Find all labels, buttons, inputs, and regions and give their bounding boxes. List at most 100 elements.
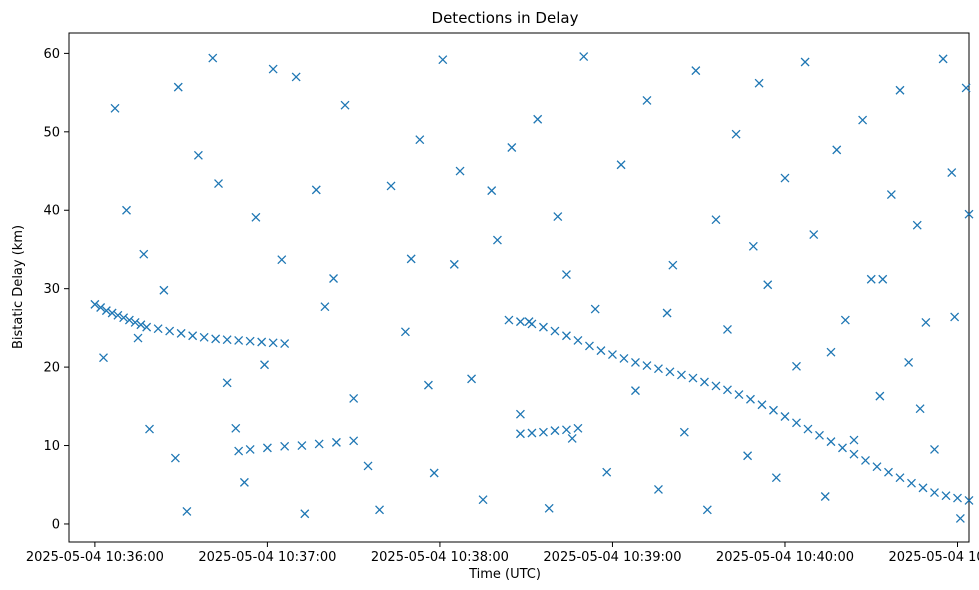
y-axis-label: Bistatic Delay (km) <box>11 225 26 349</box>
data-point-marker <box>188 331 198 341</box>
data-point-marker <box>561 425 571 435</box>
data-point-marker <box>763 280 773 290</box>
y-tick-label: 50 <box>43 125 60 140</box>
data-point-marker <box>748 241 758 251</box>
data-point-marker <box>478 495 488 505</box>
data-point-marker <box>941 491 951 501</box>
data-point-marker <box>665 367 675 377</box>
data-point-marker <box>619 354 629 363</box>
data-point-marker <box>234 335 244 345</box>
data-point-marker <box>677 370 686 380</box>
data-point-marker <box>955 514 965 523</box>
data-point-marker <box>953 493 962 503</box>
data-point-marker <box>930 488 939 498</box>
x-tick-label: 2025-05-04 10:41:00 <box>888 550 979 565</box>
data-point-marker <box>165 326 175 336</box>
data-point-marker <box>904 357 914 367</box>
data-point-marker <box>438 55 448 65</box>
data-point-marker <box>487 186 497 196</box>
data-point-marker <box>320 302 330 312</box>
data-point-marker <box>918 483 928 493</box>
data-point-marker <box>515 409 525 419</box>
data-point-marker <box>907 478 916 488</box>
data-point-marker <box>642 95 652 105</box>
data-point-marker <box>142 322 152 332</box>
data-point-marker <box>193 150 203 160</box>
data-point-marker <box>849 449 859 459</box>
data-point-marker <box>375 505 385 515</box>
y-tick-label: 20 <box>43 361 60 376</box>
data-point-marker <box>245 336 255 346</box>
data-point-marker <box>538 427 548 437</box>
chart-title: Detections in Delay <box>432 9 579 27</box>
data-point-marker <box>573 335 583 345</box>
data-point-marker <box>757 400 767 410</box>
data-point-marker <box>826 347 836 357</box>
data-point-marker <box>113 310 123 320</box>
data-point-marker <box>124 315 134 325</box>
data-point-marker <box>222 378 232 388</box>
data-point-marker <box>688 373 698 383</box>
data-point-marker <box>119 313 129 323</box>
data-point-marker <box>746 394 755 404</box>
data-point-marker <box>653 484 663 494</box>
data-point-marker <box>809 230 819 240</box>
data-point-marker <box>300 509 310 519</box>
data-point-marker <box>297 441 307 450</box>
data-point-marker <box>170 453 180 463</box>
data-point-marker <box>423 380 433 390</box>
data-point-marker <box>329 274 338 283</box>
data-point-marker <box>792 361 801 371</box>
data-point-marker <box>820 492 830 501</box>
data-point-marker <box>449 259 459 269</box>
data-point-marker <box>567 434 577 443</box>
data-point-marker <box>780 412 790 421</box>
data-point-marker <box>268 338 278 348</box>
data-point-marker <box>573 423 583 433</box>
data-point-marker <box>754 78 764 88</box>
data-point-marker <box>101 306 111 316</box>
data-point-marker <box>280 441 290 451</box>
data-point-marker <box>866 274 876 284</box>
data-point-marker <box>653 364 663 374</box>
y-tick-label: 60 <box>43 47 60 62</box>
data-point-marker <box>826 437 836 447</box>
data-point-marker <box>159 285 169 295</box>
data-point-marker <box>915 404 925 414</box>
data-point-marker <box>616 160 626 170</box>
x-tick-label: 2025-05-04 10:36:00 <box>26 550 164 565</box>
data-point-marker <box>964 209 974 219</box>
data-point-marker <box>711 215 721 225</box>
data-point-marker <box>363 461 373 471</box>
data-point-marker <box>415 135 425 145</box>
data-point-marker <box>533 114 543 124</box>
data-point-marker <box>538 322 548 332</box>
x-axis-ticks: 2025-05-04 10:36:00 2025-05-04 10:37:00 20… <box>26 542 979 565</box>
data-point-marker <box>884 467 893 477</box>
data-point-marker <box>561 270 571 280</box>
data-point-marker <box>122 205 131 215</box>
data-point-marker <box>406 254 416 264</box>
data-point-marker <box>711 381 721 391</box>
data-point-marker <box>596 346 606 356</box>
y-tick-label: 10 <box>43 439 60 454</box>
axes-frame <box>68 32 970 543</box>
data-point-marker <box>182 506 192 516</box>
data-point-marker <box>130 317 140 327</box>
data-point-marker <box>311 185 321 195</box>
data-point-marker <box>630 386 640 396</box>
x-tick-label: 2025-05-04 10:38:00 <box>371 550 509 565</box>
data-point-marker <box>607 350 617 360</box>
data-point-marker <box>107 308 117 318</box>
data-point-marker <box>849 435 859 445</box>
data-point-marker <box>515 429 525 439</box>
data-point-marker <box>858 115 868 125</box>
data-point-marker <box>136 320 146 330</box>
data-point-marker <box>173 82 183 92</box>
data-point-marker <box>668 260 678 270</box>
data-point-marker <box>700 377 709 387</box>
data-point-marker <box>630 357 640 367</box>
data-point-marker <box>214 179 223 189</box>
data-point-marker <box>961 83 971 93</box>
